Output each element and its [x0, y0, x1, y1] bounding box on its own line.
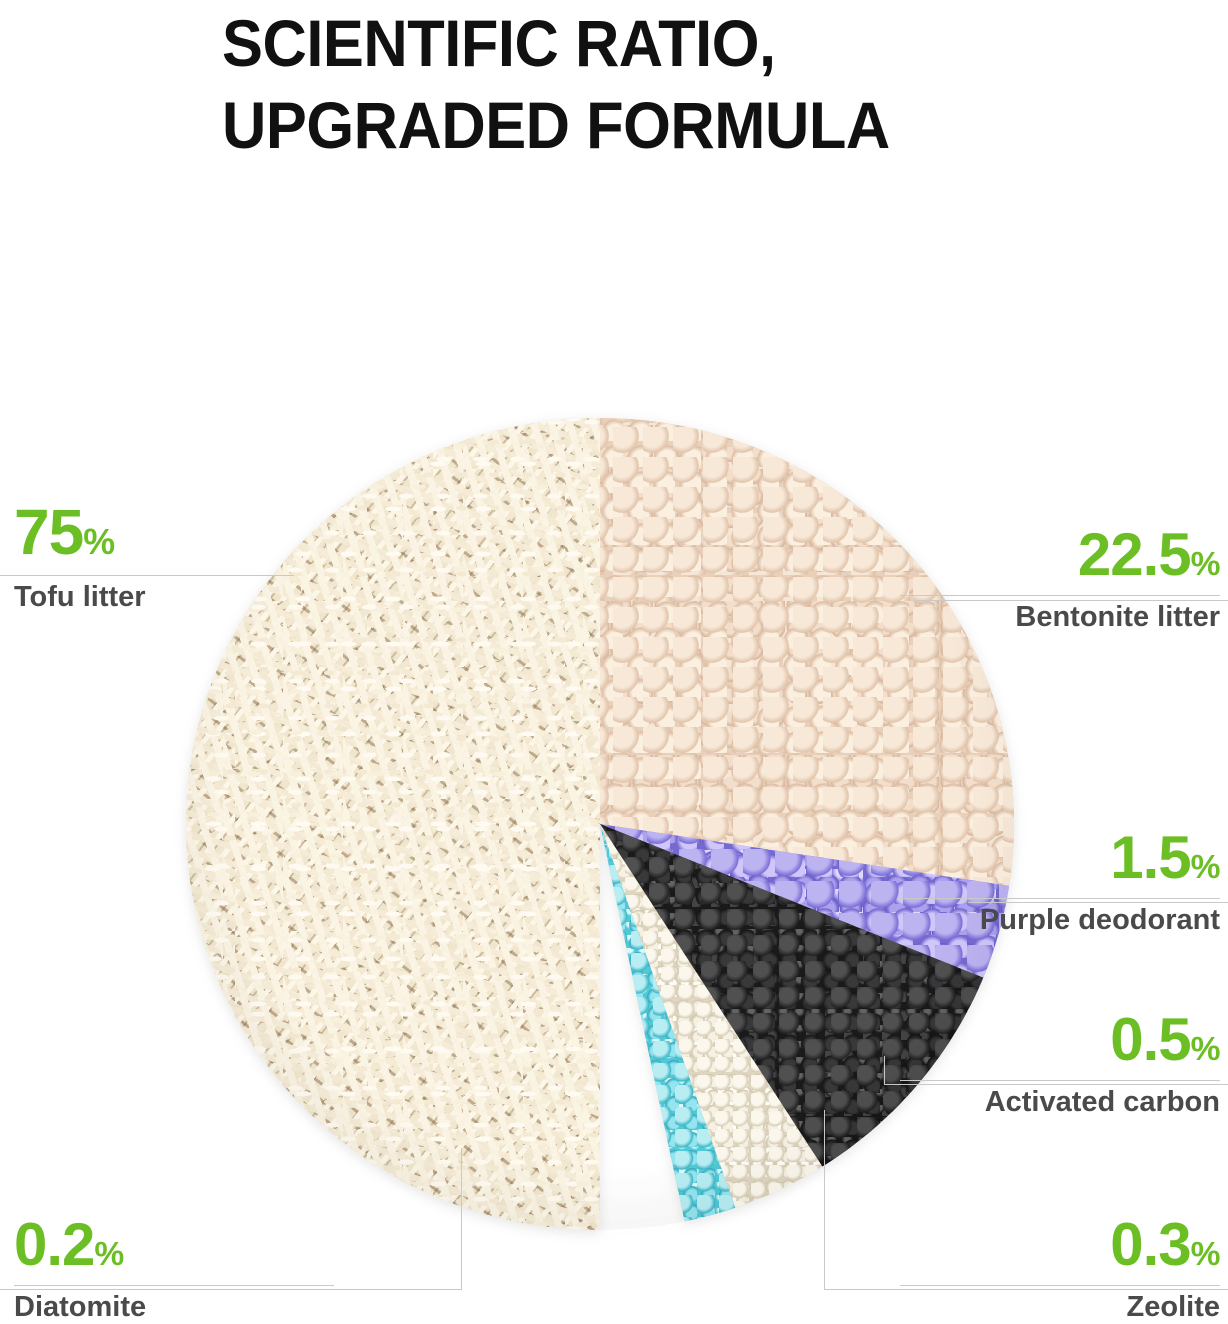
- leader-line-zeolite-vertical: [824, 1110, 825, 1290]
- callout-tofu-litter: 75% Tofu litter: [14, 500, 294, 612]
- callout-tofu-rule: [14, 575, 294, 576]
- leader-line-diatomite-horizontal: [0, 1289, 462, 1290]
- callout-purple-caption: Purple deodorant: [979, 904, 1220, 936]
- callout-zeolite-caption: Zeolite: [1126, 1291, 1220, 1323]
- callout-activated-carbon: 0.5% Activated carbon: [900, 1010, 1221, 1118]
- pie-slice-tofu-litter: [186, 418, 600, 1230]
- callout-carbon-percent: 0.5%: [900, 1010, 1220, 1070]
- callout-carbon-caption: Activated carbon: [984, 1086, 1220, 1118]
- title-line-2: UPGRADED FORMULA: [222, 88, 890, 162]
- callout-purple-percent: 1.5%: [900, 828, 1220, 888]
- title-line-1: SCIENTIFIC RATIO,: [222, 6, 776, 80]
- callout-bentonite-percent: 22.5%: [900, 525, 1221, 585]
- callout-zeolite-value: 0.3: [1110, 1211, 1191, 1278]
- callout-bentonite-rule: [900, 595, 1220, 596]
- callout-zeolite-rule: [900, 1285, 1220, 1286]
- callout-tofu-caption: Tofu litter: [14, 581, 146, 613]
- callout-zeolite-sign: %: [1190, 1236, 1221, 1273]
- callout-diatomite-value: 0.2: [14, 1211, 95, 1278]
- callout-diatomite-rule: [14, 1285, 334, 1286]
- callout-purple-rule: [900, 898, 1220, 899]
- leader-line-carbon-horizontal: [884, 1084, 1228, 1085]
- callout-purple-sign: %: [1190, 849, 1221, 886]
- pie-photo: [186, 418, 1014, 1230]
- callout-tofu-sign: %: [83, 522, 115, 562]
- callout-purple-deodorant: 1.5% Purple deodorant: [900, 828, 1221, 936]
- callout-carbon-rule: [900, 1080, 1220, 1081]
- leader-line-carbon-vertical: [884, 1056, 885, 1085]
- callout-tofu-percent: 75%: [14, 500, 294, 564]
- callout-tofu-value: 75: [14, 496, 84, 568]
- composition-pie-chart: [186, 418, 1014, 1230]
- callout-zeolite: 0.3% Zeolite: [900, 1215, 1221, 1323]
- leader-line-purple: [968, 902, 1228, 903]
- callout-purple-value: 1.5: [1110, 824, 1191, 891]
- callout-carbon-value: 0.5: [1110, 1006, 1191, 1073]
- leader-line-diatomite-vertical: [461, 1148, 462, 1290]
- leader-line-zeolite-horizontal: [824, 1289, 1228, 1290]
- callout-bentonite-sign: %: [1190, 546, 1221, 583]
- callout-bentonite-value: 22.5: [1077, 521, 1192, 588]
- callout-diatomite: 0.2% Diatomite: [14, 1215, 334, 1322]
- leader-line-bentonite: [916, 600, 1228, 601]
- callout-bentonite-caption: Bentonite litter: [1015, 601, 1220, 633]
- page-title: SCIENTIFIC RATIO, UPGRADED FORMULA: [222, 2, 1122, 166]
- callout-diatomite-percent: 0.2%: [14, 1215, 334, 1275]
- callout-carbon-sign: %: [1190, 1031, 1221, 1068]
- callout-zeolite-percent: 0.3%: [900, 1215, 1220, 1275]
- callout-diatomite-caption: Diatomite: [14, 1291, 147, 1323]
- callout-diatomite-sign: %: [94, 1236, 124, 1273]
- callout-bentonite-litter: 22.5% Bentonite litter: [900, 525, 1221, 633]
